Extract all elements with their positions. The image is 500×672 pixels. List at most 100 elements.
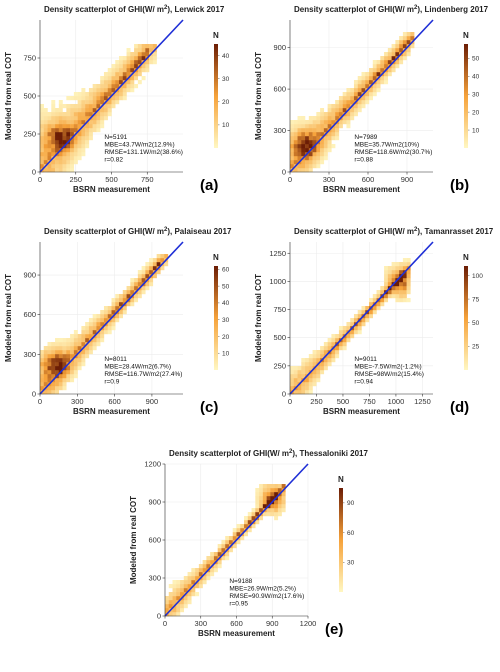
density-cell [43,160,48,165]
density-cell [387,270,392,275]
density-cell [66,378,71,383]
density-cell [55,136,60,141]
density-cell [92,84,97,89]
density-cell [372,92,377,97]
density-cell [40,124,44,129]
density-cell [73,96,78,101]
density-cell [55,164,60,169]
density-cell [338,104,343,109]
density-cell [115,314,120,319]
y-tick-label: 600 [148,536,161,545]
density-cell [165,604,169,609]
density-cell [85,338,90,343]
density-cell [92,338,97,343]
density-cell [323,358,328,363]
density-cell [73,366,78,371]
density-cell [217,548,222,553]
density-cell [338,96,343,101]
density-cell [119,56,123,61]
density-cell [357,100,362,105]
density-cell [259,516,264,521]
density-cell [323,350,328,355]
density-cell [308,362,313,367]
density-cell [152,44,157,49]
density-cell [350,108,355,113]
density-cell [96,100,101,105]
legend-tick-label: 60 [222,267,230,274]
density-cell [103,326,108,331]
density-cell [312,124,317,129]
density-cell [73,116,78,121]
density-cell [122,88,127,93]
density-cell [130,302,135,307]
density-cell [399,266,404,271]
density-cell [119,302,123,307]
chart-svg: Density scatterplot of GHI(W/ m2), Linde… [254,5,489,194]
density-cell [316,120,321,125]
stat-line: r=0.94 [354,379,373,386]
density-cell [176,592,181,597]
density-cell [323,342,328,347]
density-cell [323,120,328,125]
density-cell [183,604,188,609]
density-cell [81,88,86,93]
density-cell [70,378,75,383]
density-cell [51,144,56,149]
density-cell [365,306,370,311]
density-cell [395,44,400,49]
density-cell [290,144,294,149]
x-tick-label: 600 [362,175,375,184]
one-to-one-line [289,241,434,395]
density-cell [323,362,328,367]
density-cell [62,148,67,153]
density-cell [338,108,343,113]
density-cell [111,96,116,101]
density-cell [55,116,60,121]
density-cell [126,88,131,93]
density-cell [391,270,396,275]
density-cell [180,604,185,609]
density-cell [111,64,116,69]
density-cell [301,120,306,125]
density-cell [88,104,93,109]
density-cell [141,278,146,283]
density-cell [47,112,52,117]
density-cell [353,84,358,89]
density-cell [100,334,105,339]
legend-tick-label: 10 [222,122,230,129]
density-cell [320,116,325,121]
density-cell [406,270,411,275]
density-cell [58,338,63,343]
density-cell [320,370,325,375]
density-cell [331,334,336,339]
density-cell [47,374,52,379]
density-cell [301,140,306,145]
legend-tick-label: 30 [222,317,230,324]
density-cell [369,72,373,77]
density-cell [369,310,373,315]
density-cell [372,298,377,303]
density-cell [88,96,93,101]
density-cell [399,282,404,287]
density-cell [100,330,105,335]
density-cell [107,80,112,85]
density-cell [119,96,123,101]
density-cell [96,124,101,129]
legend-title: N [338,475,344,484]
x-tick-label: 300 [194,619,207,628]
density-cell [81,120,86,125]
density-cell [290,136,294,141]
density-cell [380,76,385,81]
density-cell [81,350,86,355]
stat-line: RMSE=118.6W/m2(30.7%) [354,149,432,156]
density-cell [85,330,90,335]
density-cell [305,132,310,137]
density-cell [73,104,78,109]
density-cell [40,128,44,133]
density-cell [66,120,71,125]
legend-colorbar [214,266,218,370]
density-cell [384,72,389,77]
y-tick-label: 1200 [144,460,161,469]
density-cell [55,386,60,391]
density-cell [126,80,131,85]
